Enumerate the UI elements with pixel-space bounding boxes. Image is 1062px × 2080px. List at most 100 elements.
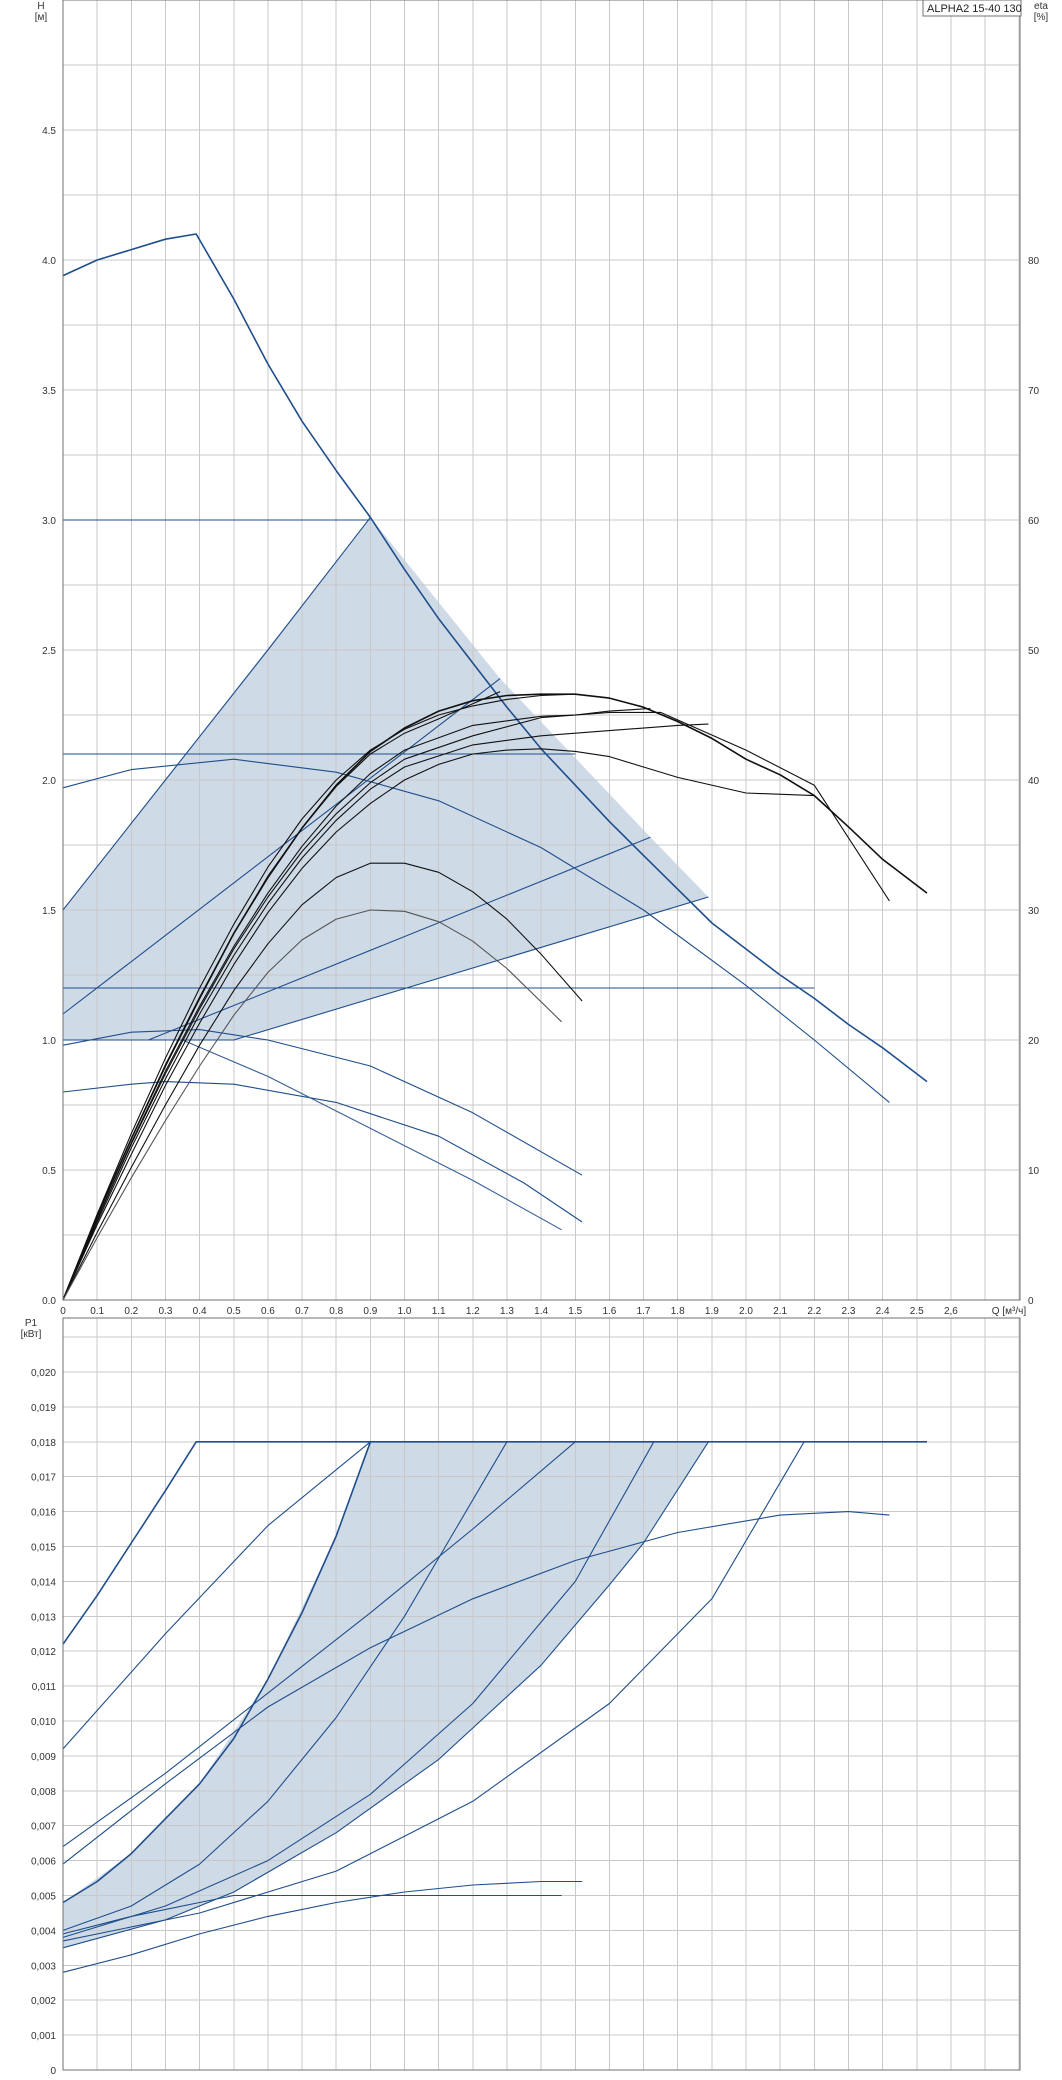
- y-tick-label-power: 0,001: [31, 2031, 56, 2042]
- head-curve: [182, 1039, 562, 1231]
- y2-tick-label-eta: 60: [1028, 516, 1040, 527]
- x-tick-label: 2.0: [739, 1306, 753, 1317]
- efficiency-curve: [62, 707, 651, 1301]
- x-tick-label: 0: [60, 1306, 66, 1317]
- y-tick-label-head: 2.5: [42, 646, 56, 657]
- y-tick-label-head: 1.5: [42, 906, 56, 917]
- chart-title: ALPHA2 15-40 130: [927, 3, 1022, 15]
- y-tick-label-head: 0.5: [42, 1166, 56, 1177]
- x-tick-label: 0.7: [295, 1306, 309, 1317]
- x-tick-label: 1.9: [705, 1306, 719, 1317]
- head-curve: [62, 1081, 583, 1223]
- x-tick-label: 1.3: [500, 1306, 514, 1317]
- efficiency-curve: [62, 691, 501, 1301]
- y-tick-label-head: 3.5: [42, 386, 56, 397]
- y-tick-label-power: 0,012: [31, 1647, 56, 1658]
- power-curve: [62, 1441, 927, 1645]
- x-tick-label: 0.4: [193, 1306, 207, 1317]
- y2-tick-label-eta: 80: [1028, 256, 1040, 267]
- y2-tick-label-eta: 30: [1028, 906, 1040, 917]
- y-tick-label-power: 0: [50, 2066, 56, 2077]
- y-tick-label-power: 0,019: [31, 1403, 56, 1414]
- x-tick-label: 0.9: [363, 1306, 377, 1317]
- head-curve: [62, 758, 890, 1103]
- x-tick-label: 2.1: [773, 1306, 787, 1317]
- x-tick-label: Q [м³/ч]: [992, 1306, 1027, 1317]
- y-tick-label-power: 0,014: [31, 1577, 56, 1588]
- power-curve: [62, 1511, 890, 1865]
- power-curve: [62, 1441, 371, 1750]
- x-tick-label: 2.3: [841, 1306, 855, 1317]
- head-curve: [62, 1029, 583, 1176]
- y-axis-unit-head: [м]: [35, 12, 48, 23]
- x-tick-label: 2.4: [876, 1306, 890, 1317]
- y-tick-label-power: 0,006: [31, 1857, 56, 1868]
- efficiency-curve: [62, 909, 562, 1301]
- x-tick-label: 1.2: [466, 1306, 480, 1317]
- x-tick-label: 0.5: [227, 1306, 241, 1317]
- power-curve: [62, 1441, 508, 1931]
- y-tick-label-power: 0,016: [31, 1508, 56, 1519]
- y-tick-label-head: 4.5: [42, 126, 56, 137]
- x-tick-label: 1.5: [568, 1306, 582, 1317]
- x-tick-label: 0.3: [158, 1306, 172, 1317]
- power-curve: [62, 1894, 562, 1935]
- head-curve: [62, 233, 928, 1083]
- y-tick-label-power: 0,004: [31, 1926, 56, 1937]
- y-tick-label-power: 0,009: [31, 1752, 56, 1763]
- x-tick-label: 1.1: [432, 1306, 446, 1317]
- y-tick-label-power: 0,010: [31, 1717, 56, 1728]
- y-tick-label-head: 3.0: [42, 516, 56, 527]
- power-curve: [62, 1441, 709, 1949]
- y-axis-unit-power: [кВт]: [21, 1329, 42, 1340]
- y2-tick-label-eta: 0: [1028, 1296, 1034, 1307]
- y2-tick-label-eta: 20: [1028, 1036, 1040, 1047]
- y2-tick-label-eta: 50: [1028, 646, 1040, 657]
- plot-frame-top: [62, 0, 1021, 1301]
- y-tick-label-power: 0,013: [31, 1612, 56, 1623]
- y2-axis-unit-eta: [%]: [1034, 12, 1049, 23]
- x-tick-label: 2.2: [807, 1306, 821, 1317]
- chart-title-box: [922, 0, 1022, 17]
- y-tick-label-head: 0.0: [42, 1296, 56, 1307]
- x-tick-label: 1.0: [398, 1306, 412, 1317]
- x-tick-label: 1.7: [637, 1306, 651, 1317]
- y-tick-label-power: 0,008: [31, 1787, 56, 1798]
- plot-frame-bottom: [62, 1317, 1021, 2071]
- y-tick-label-power: 0,017: [31, 1473, 56, 1484]
- efficiency-curve: [62, 693, 576, 1301]
- x-tick-label: 2.5: [910, 1306, 924, 1317]
- y2-axis-label-eta: eta: [1034, 1, 1048, 12]
- x-tick-label: 0.2: [124, 1306, 138, 1317]
- power-curve: [62, 1441, 805, 1942]
- x-tick-label: 0.1: [90, 1306, 104, 1317]
- efficiency-curve: [62, 862, 583, 1301]
- y-tick-label-power: 0,011: [32, 1682, 57, 1693]
- head-curve: [63, 896, 709, 1041]
- power-curve: [62, 1441, 576, 1848]
- y-tick-label-head: 1.0: [42, 1036, 56, 1047]
- power-curve: [62, 1880, 583, 1973]
- y-tick-label-head: 2.0: [42, 776, 56, 787]
- x-tick-label: 0.8: [329, 1306, 343, 1317]
- y-tick-label-power: 0,003: [31, 1961, 56, 1972]
- y-tick-label-power: 0,005: [31, 1892, 56, 1903]
- head-curve: [62, 517, 371, 911]
- y-tick-label-power: 0,018: [31, 1438, 56, 1449]
- efficiency-curve: [62, 711, 890, 1301]
- x-tick-label: 1.6: [602, 1306, 616, 1317]
- efficiency-curve: [62, 723, 709, 1301]
- power-curve: [62, 1441, 655, 1938]
- y-tick-label-power: 0,020: [31, 1368, 56, 1379]
- head-curve: [62, 678, 501, 1015]
- x-tick-label: 2,6: [944, 1306, 958, 1317]
- y2-tick-label-eta: 10: [1028, 1166, 1040, 1177]
- x-tick-label: 0.6: [261, 1306, 275, 1317]
- y-tick-label-head: 4.0: [42, 256, 56, 267]
- y-tick-label-power: 0,007: [31, 1822, 56, 1833]
- y-tick-label-power: 0,015: [31, 1543, 56, 1554]
- y2-tick-label-eta: 70: [1028, 386, 1040, 397]
- y-axis-label-power: P1: [25, 1318, 38, 1329]
- x-tick-label: 1.8: [671, 1306, 685, 1317]
